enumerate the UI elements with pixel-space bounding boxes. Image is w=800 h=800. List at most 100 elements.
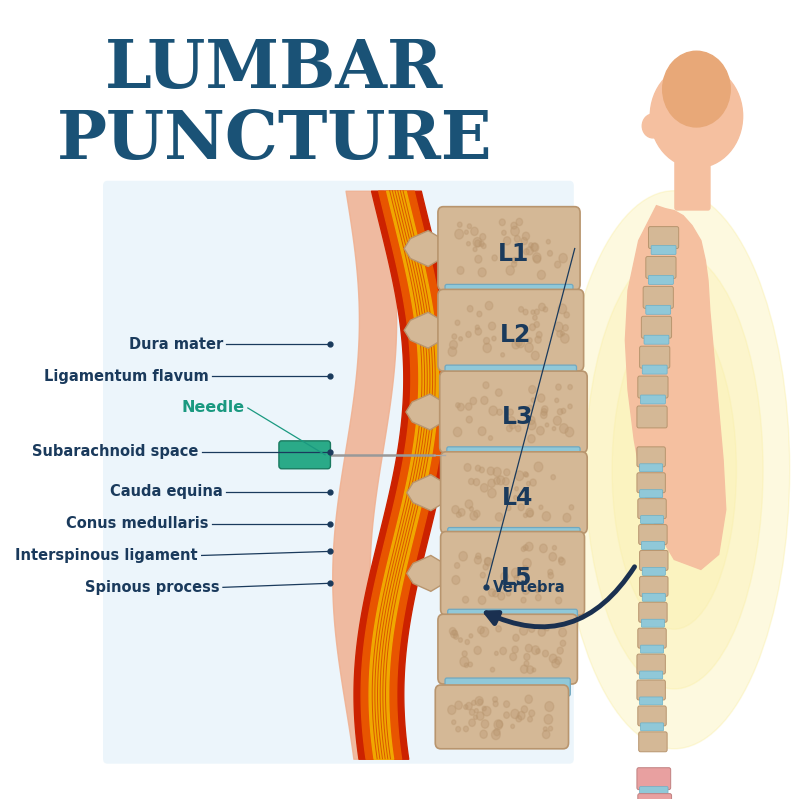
Circle shape [474, 715, 478, 719]
Circle shape [448, 706, 456, 714]
Circle shape [465, 639, 470, 645]
Circle shape [513, 634, 519, 642]
Circle shape [464, 663, 469, 667]
Circle shape [537, 426, 544, 435]
FancyBboxPatch shape [441, 452, 587, 534]
FancyBboxPatch shape [103, 181, 574, 764]
Circle shape [541, 409, 547, 415]
Circle shape [558, 558, 565, 565]
Circle shape [521, 238, 527, 245]
Circle shape [560, 640, 566, 646]
Circle shape [480, 730, 487, 738]
Circle shape [523, 472, 528, 477]
FancyBboxPatch shape [649, 275, 674, 285]
Circle shape [522, 558, 531, 568]
Circle shape [548, 570, 553, 575]
Circle shape [546, 239, 550, 244]
Circle shape [468, 662, 473, 667]
Circle shape [464, 463, 471, 471]
Circle shape [514, 575, 519, 581]
Circle shape [542, 730, 550, 738]
FancyBboxPatch shape [638, 628, 666, 648]
Circle shape [470, 506, 474, 511]
Circle shape [500, 647, 506, 654]
FancyBboxPatch shape [448, 610, 578, 627]
Circle shape [531, 243, 538, 251]
Circle shape [519, 626, 528, 635]
Circle shape [477, 712, 484, 720]
Circle shape [662, 51, 730, 127]
Circle shape [492, 336, 496, 341]
Circle shape [530, 324, 535, 330]
FancyBboxPatch shape [642, 567, 666, 575]
Circle shape [469, 719, 475, 726]
Circle shape [515, 426, 521, 432]
Circle shape [448, 347, 457, 356]
Circle shape [475, 325, 479, 330]
Circle shape [551, 474, 555, 480]
Circle shape [515, 338, 522, 346]
FancyBboxPatch shape [642, 365, 667, 374]
Circle shape [494, 729, 500, 736]
FancyBboxPatch shape [279, 441, 330, 469]
Text: Subarachnoid space: Subarachnoid space [32, 444, 198, 459]
Circle shape [497, 476, 505, 485]
Circle shape [492, 255, 498, 261]
Text: L2: L2 [499, 323, 531, 347]
Circle shape [536, 586, 542, 592]
Circle shape [510, 586, 514, 590]
FancyBboxPatch shape [642, 316, 671, 338]
Circle shape [469, 478, 474, 485]
Circle shape [523, 545, 528, 550]
Circle shape [450, 627, 456, 635]
FancyBboxPatch shape [639, 697, 662, 705]
Circle shape [529, 386, 536, 394]
Circle shape [518, 306, 524, 312]
Circle shape [480, 627, 489, 637]
Circle shape [568, 385, 572, 390]
Circle shape [521, 598, 526, 603]
Circle shape [564, 312, 570, 318]
Circle shape [452, 720, 456, 725]
Circle shape [488, 479, 495, 487]
Circle shape [536, 331, 542, 338]
FancyBboxPatch shape [637, 680, 666, 700]
Circle shape [526, 542, 533, 551]
FancyBboxPatch shape [639, 786, 668, 796]
Circle shape [527, 717, 533, 722]
Circle shape [452, 506, 459, 514]
Circle shape [558, 557, 563, 562]
Circle shape [557, 586, 563, 592]
Circle shape [561, 331, 565, 336]
Circle shape [548, 573, 554, 578]
Circle shape [475, 255, 482, 263]
Circle shape [569, 505, 574, 510]
Circle shape [478, 626, 484, 634]
Circle shape [489, 406, 498, 415]
FancyBboxPatch shape [448, 527, 580, 546]
Circle shape [458, 403, 464, 411]
Circle shape [473, 238, 482, 247]
Circle shape [511, 568, 520, 578]
Circle shape [457, 512, 462, 518]
Circle shape [466, 403, 472, 410]
Circle shape [454, 562, 460, 569]
Circle shape [483, 564, 488, 570]
Circle shape [479, 241, 484, 246]
Circle shape [547, 250, 553, 256]
Text: L1: L1 [498, 242, 529, 266]
Circle shape [554, 261, 561, 268]
Circle shape [454, 427, 462, 437]
FancyBboxPatch shape [639, 346, 670, 368]
Circle shape [466, 702, 472, 710]
Circle shape [514, 486, 518, 491]
FancyBboxPatch shape [641, 723, 663, 731]
Circle shape [549, 553, 557, 561]
Text: L5: L5 [502, 566, 533, 590]
Circle shape [491, 730, 500, 740]
FancyBboxPatch shape [638, 706, 666, 726]
FancyBboxPatch shape [643, 286, 674, 308]
Circle shape [535, 594, 541, 601]
Circle shape [556, 384, 562, 390]
Circle shape [464, 705, 468, 710]
